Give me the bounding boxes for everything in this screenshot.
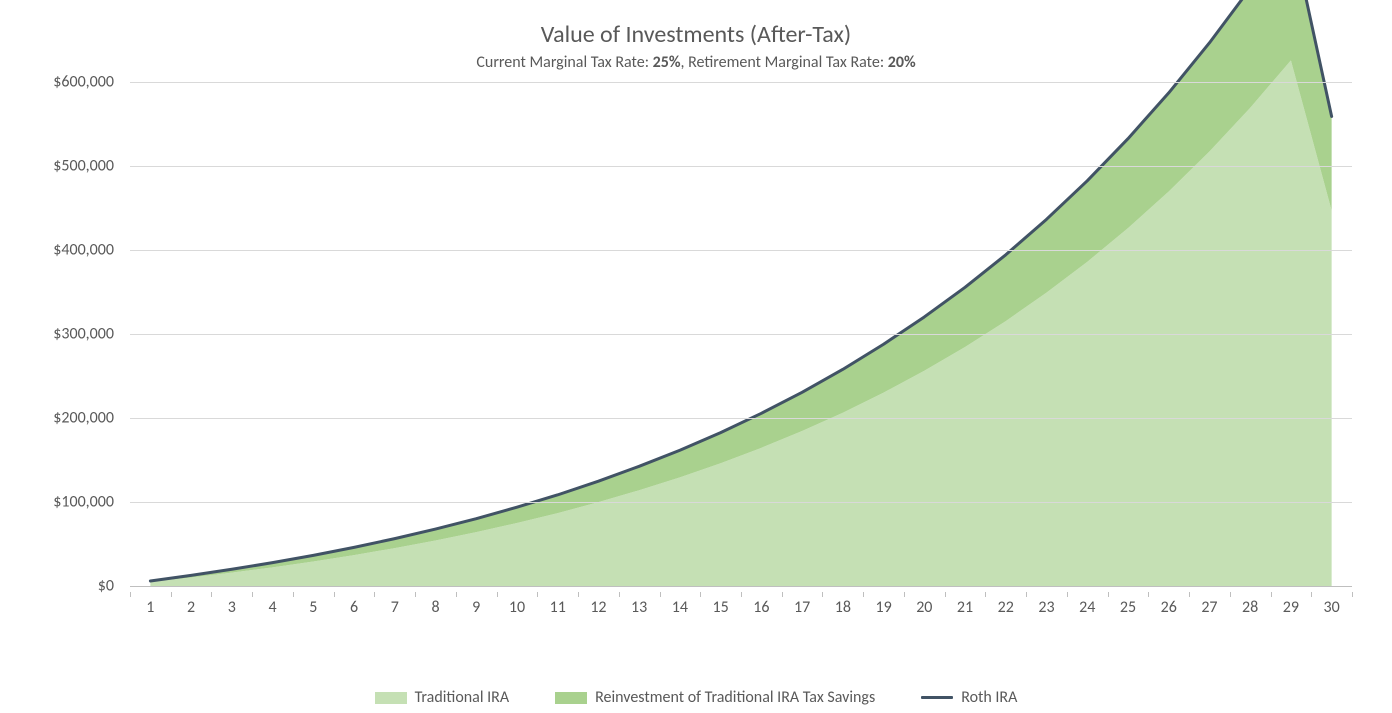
subtitle-mid: , Retirement Marginal Tax Rate: bbox=[680, 53, 887, 72]
legend-item-roth: Roth IRA bbox=[921, 688, 1017, 707]
x-tick-label: 13 bbox=[631, 598, 647, 617]
x-tick-label: 24 bbox=[1079, 598, 1095, 617]
x-tick-label: 29 bbox=[1283, 598, 1299, 617]
x-tick-label: 10 bbox=[509, 598, 525, 617]
x-tick-label: 21 bbox=[957, 598, 973, 617]
subtitle-rate2: 20% bbox=[888, 53, 916, 72]
legend-item-reinvestment: Reinvestment of Traditional IRA Tax Savi… bbox=[555, 688, 875, 707]
legend-item-traditional: Traditional IRA bbox=[375, 688, 509, 707]
chart-subtitle: Current Marginal Tax Rate: 25%, Retireme… bbox=[30, 53, 1362, 72]
legend-label: Reinvestment of Traditional IRA Tax Savi… bbox=[595, 688, 875, 707]
y-tick-label: $100,000 bbox=[53, 493, 114, 512]
plot-area bbox=[130, 82, 1352, 587]
subtitle-rate1: 25% bbox=[653, 53, 681, 72]
legend-label: Roth IRA bbox=[961, 688, 1017, 707]
x-tick-label: 28 bbox=[1242, 598, 1258, 617]
x-tick-label: 22 bbox=[998, 598, 1014, 617]
x-tick-label: 15 bbox=[713, 598, 729, 617]
x-tick-label: 20 bbox=[916, 598, 932, 617]
x-tick-label: 27 bbox=[1201, 598, 1217, 617]
x-tick-label: 1 bbox=[146, 598, 154, 617]
x-tick-label: 16 bbox=[753, 598, 769, 617]
legend-swatch bbox=[555, 692, 587, 704]
x-tick-label: 8 bbox=[431, 598, 439, 617]
y-tick-label: $500,000 bbox=[53, 157, 114, 176]
y-tick-label: $0 bbox=[98, 577, 114, 596]
x-tick-label: 30 bbox=[1324, 598, 1340, 617]
x-tick-label: 3 bbox=[228, 598, 236, 617]
plot-wrap: $0 $100,000 $200,000 $300,000 $400,000 $500,0… bbox=[30, 82, 1362, 642]
x-axis-labels: 1234567891011121314151617181920212223242… bbox=[130, 592, 1352, 622]
y-axis-labels: $0 $100,000 $200,000 $300,000 $400,000 $500,0… bbox=[30, 82, 120, 642]
x-tick-label: 11 bbox=[550, 598, 566, 617]
x-tick-label: 9 bbox=[472, 598, 480, 617]
legend-swatch bbox=[375, 692, 407, 704]
x-tick-label: 26 bbox=[1161, 598, 1177, 617]
y-tick-label: $600,000 bbox=[53, 73, 114, 92]
x-tick-label: 12 bbox=[590, 598, 606, 617]
x-tick-label: 6 bbox=[350, 598, 358, 617]
x-tick-label: 5 bbox=[309, 598, 317, 617]
chart-container: Value of Investments (After-Tax) Current… bbox=[0, 0, 1392, 713]
legend-line-swatch bbox=[921, 696, 953, 699]
x-tick-label: 19 bbox=[875, 598, 891, 617]
x-tick-label: 7 bbox=[391, 598, 399, 617]
chart-title: Value of Investments (After-Tax) bbox=[30, 20, 1362, 49]
subtitle-prefix: Current Marginal Tax Rate: bbox=[476, 53, 652, 72]
x-tick-label: 4 bbox=[269, 598, 277, 617]
legend-label: Traditional IRA bbox=[415, 688, 509, 707]
x-tick-label: 18 bbox=[835, 598, 851, 617]
y-tick-label: $400,000 bbox=[53, 241, 114, 260]
x-tick-label: 23 bbox=[1038, 598, 1054, 617]
x-tick-label: 25 bbox=[1120, 598, 1136, 617]
x-tick-label: 2 bbox=[187, 598, 195, 617]
x-tick-label: 17 bbox=[794, 598, 810, 617]
legend: Traditional IRA Reinvestment of Tradition… bbox=[0, 688, 1392, 707]
y-tick-label: $300,000 bbox=[53, 325, 114, 344]
x-tick-label: 14 bbox=[672, 598, 688, 617]
y-tick-label: $200,000 bbox=[53, 409, 114, 428]
